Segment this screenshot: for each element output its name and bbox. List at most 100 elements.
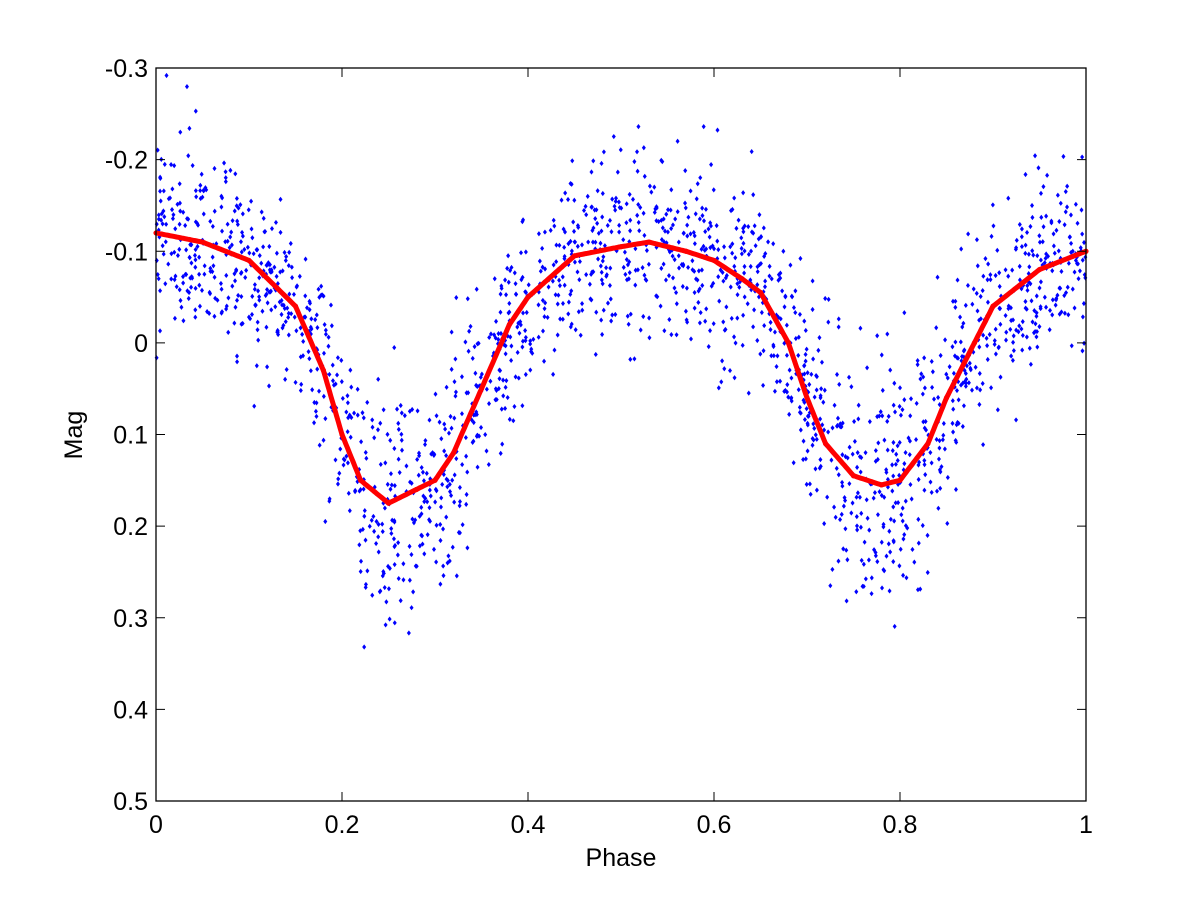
data-point bbox=[728, 244, 733, 250]
data-point bbox=[735, 292, 740, 298]
data-point bbox=[1080, 257, 1085, 263]
data-point bbox=[801, 456, 806, 463]
data-point bbox=[580, 301, 585, 307]
data-point bbox=[303, 293, 308, 299]
data-point bbox=[893, 409, 898, 415]
data-point bbox=[1036, 165, 1041, 171]
data-point bbox=[289, 264, 294, 270]
data-point bbox=[454, 456, 459, 462]
data-point bbox=[922, 487, 927, 493]
data-point bbox=[628, 228, 633, 234]
data-point bbox=[579, 242, 584, 248]
data-point bbox=[257, 294, 262, 300]
data-point bbox=[635, 212, 640, 218]
data-point bbox=[429, 451, 434, 457]
data-point bbox=[1079, 207, 1084, 213]
data-point bbox=[494, 318, 499, 324]
data-point bbox=[694, 276, 699, 282]
data-point bbox=[891, 439, 896, 446]
data-point bbox=[840, 479, 845, 486]
data-point bbox=[279, 311, 284, 318]
data-point bbox=[178, 208, 183, 214]
data-point bbox=[168, 195, 173, 201]
data-point bbox=[958, 314, 963, 320]
data-point bbox=[902, 310, 907, 316]
data-point bbox=[420, 541, 425, 547]
data-point bbox=[951, 429, 956, 435]
data-point bbox=[840, 420, 845, 426]
data-point bbox=[730, 241, 735, 247]
data-point bbox=[249, 226, 254, 232]
data-point bbox=[820, 422, 825, 428]
data-point bbox=[520, 344, 525, 350]
data-point bbox=[396, 420, 401, 426]
data-point bbox=[652, 209, 657, 215]
data-point bbox=[835, 371, 840, 378]
data-point bbox=[1072, 305, 1077, 311]
data-point bbox=[309, 326, 314, 332]
data-point bbox=[813, 466, 818, 472]
data-point bbox=[504, 377, 509, 384]
data-point bbox=[499, 406, 504, 412]
data-point bbox=[801, 438, 806, 444]
data-point bbox=[812, 425, 817, 431]
data-point bbox=[898, 546, 903, 552]
data-point bbox=[242, 246, 247, 253]
data-point bbox=[197, 271, 202, 277]
data-point bbox=[195, 220, 200, 226]
data-point bbox=[249, 311, 254, 318]
data-point bbox=[388, 486, 393, 492]
data-point bbox=[722, 327, 727, 333]
data-point bbox=[904, 575, 909, 581]
data-point bbox=[1056, 248, 1061, 254]
data-point bbox=[708, 245, 713, 251]
data-point bbox=[850, 500, 855, 506]
data-point bbox=[859, 454, 864, 461]
data-point bbox=[674, 301, 679, 307]
data-point bbox=[600, 190, 605, 197]
data-point bbox=[1065, 183, 1070, 189]
data-point bbox=[683, 168, 688, 174]
data-point bbox=[283, 376, 288, 382]
data-point bbox=[963, 302, 968, 308]
data-point bbox=[670, 253, 675, 259]
data-point bbox=[805, 370, 810, 376]
data-point bbox=[498, 330, 503, 337]
data-point bbox=[175, 252, 180, 259]
data-point bbox=[184, 84, 189, 90]
data-point bbox=[434, 413, 439, 419]
data-point bbox=[704, 306, 709, 312]
data-point bbox=[596, 230, 601, 236]
data-point bbox=[767, 273, 772, 279]
data-point bbox=[908, 481, 913, 488]
data-point bbox=[686, 264, 691, 271]
data-point bbox=[576, 309, 581, 315]
data-point bbox=[396, 575, 401, 582]
data-point bbox=[523, 249, 528, 255]
data-point bbox=[1010, 267, 1015, 273]
data-point bbox=[646, 261, 651, 267]
data-point bbox=[1061, 153, 1066, 160]
data-point bbox=[825, 494, 830, 500]
data-point bbox=[197, 254, 202, 260]
data-point bbox=[998, 321, 1003, 327]
data-point bbox=[164, 72, 169, 79]
data-point bbox=[370, 417, 375, 423]
data-point bbox=[378, 420, 383, 426]
data-point bbox=[172, 277, 177, 283]
fit-point bbox=[413, 486, 419, 493]
data-point bbox=[900, 505, 905, 511]
data-point bbox=[592, 207, 597, 213]
data-point bbox=[642, 173, 647, 179]
data-point bbox=[545, 314, 550, 321]
data-point bbox=[471, 412, 476, 418]
data-point bbox=[441, 563, 446, 569]
data-point bbox=[989, 385, 994, 391]
data-point bbox=[571, 219, 576, 225]
data-point bbox=[239, 293, 244, 300]
data-point bbox=[326, 334, 331, 340]
data-point bbox=[584, 271, 589, 278]
data-point bbox=[205, 309, 210, 315]
data-point bbox=[635, 168, 640, 174]
data-point bbox=[268, 289, 273, 295]
